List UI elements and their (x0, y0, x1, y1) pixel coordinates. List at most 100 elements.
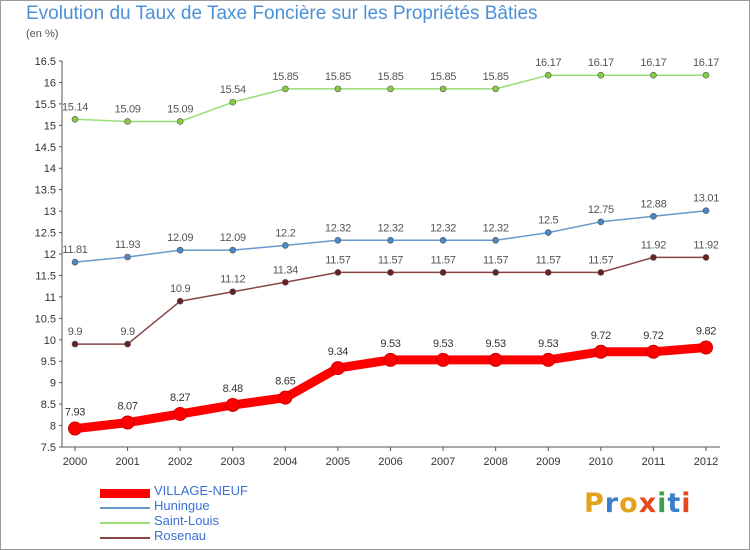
x-tick-label: 2009 (536, 456, 560, 468)
data-label: 15.09 (115, 103, 141, 115)
data-point (124, 118, 131, 125)
legend-swatch (100, 522, 150, 524)
data-label: 8.65 (275, 376, 295, 388)
data-label: 9.72 (643, 330, 663, 342)
data-point (282, 242, 289, 249)
data-point (334, 85, 342, 93)
data-point (176, 297, 184, 305)
data-label: 16.17 (535, 57, 561, 69)
legend-label: VILLAGE-NEUF (154, 483, 248, 498)
logo-letter: o (619, 488, 639, 519)
data-label: 11.57 (325, 254, 350, 266)
data-label: 9.34 (328, 346, 348, 358)
data-point (439, 85, 447, 93)
data-point (124, 340, 131, 348)
data-label: 9.9 (68, 326, 83, 338)
data-label: 12.2 (275, 227, 295, 239)
proxiti-logo: Proxiti (584, 488, 692, 519)
legend-swatch (100, 537, 150, 539)
data-label: 16.17 (693, 57, 719, 69)
data-label: 12.32 (483, 222, 509, 234)
y-tick-label: 10.5 (35, 313, 56, 325)
data-label: 12.5 (538, 215, 558, 227)
chart-title: Evolution du Taux de Taxe Foncière sur l… (26, 3, 538, 24)
data-label: 15.54 (220, 84, 246, 96)
data-point (330, 361, 345, 376)
data-label: 11.81 (62, 244, 87, 256)
data-point (225, 397, 240, 412)
y-tick-label: 11.5 (35, 270, 56, 282)
data-label: 11.12 (220, 274, 245, 286)
data-label: 9.53 (486, 338, 506, 350)
data-label: 15.09 (167, 103, 193, 115)
x-tick-label: 2005 (326, 456, 350, 468)
data-label: 12.09 (167, 232, 193, 244)
y-tick-label: 13.5 (35, 185, 56, 197)
data-point (124, 253, 131, 261)
logo-letter: P (584, 488, 605, 519)
data-point (597, 269, 605, 276)
data-point (492, 236, 499, 244)
data-label: 16.17 (640, 57, 666, 69)
data-point (176, 118, 184, 125)
y-tick-label: 12 (44, 249, 56, 261)
data-point (229, 246, 237, 254)
y-tick-label: 12.5 (35, 228, 56, 240)
data-label: 9.53 (380, 338, 400, 350)
data-point (597, 218, 605, 226)
data-label: 12.09 (220, 232, 246, 244)
data-label: 15.85 (430, 71, 456, 83)
data-point (278, 390, 293, 405)
data-label: 11.57 (430, 254, 455, 266)
data-point (544, 269, 552, 276)
y-tick-label: 8 (50, 421, 56, 433)
legend-label: Huningue (154, 498, 210, 513)
data-label: 8.07 (117, 401, 137, 413)
data-label: 15.85 (325, 71, 351, 83)
x-tick-label: 2008 (483, 456, 507, 468)
y-tick-label: 7.5 (41, 442, 56, 454)
data-label: 9.53 (433, 338, 453, 350)
data-label: 11.57 (378, 254, 403, 266)
data-point (436, 352, 451, 367)
data-label: 11.92 (641, 239, 666, 251)
y-tick-label: 15 (44, 120, 56, 132)
legend-swatch (100, 489, 150, 498)
y-tick-label: 9.5 (41, 356, 56, 368)
data-point (593, 344, 608, 359)
data-point (492, 85, 499, 93)
data-label: 12.88 (640, 198, 666, 210)
y-tick-label: 15.5 (35, 99, 56, 111)
data-label: 15.85 (483, 71, 509, 83)
data-point (68, 421, 82, 436)
data-point (387, 236, 394, 244)
data-point (383, 352, 398, 367)
data-point (387, 85, 394, 93)
x-tick-label: 2001 (115, 456, 139, 468)
data-point (702, 207, 710, 214)
data-point (282, 85, 289, 93)
data-point (439, 269, 447, 276)
data-label: 16.17 (588, 57, 614, 69)
data-point (544, 71, 552, 79)
data-label: 11.57 (588, 254, 613, 266)
chart-subtitle: (en %) (26, 28, 59, 40)
data-point (439, 236, 447, 244)
logo-letter: i (657, 488, 668, 519)
data-point (334, 269, 342, 276)
y-tick-label: 11 (45, 292, 56, 304)
data-label: 10.9 (170, 283, 190, 295)
logo-letter: t (667, 488, 682, 519)
data-label: 9.72 (591, 330, 611, 342)
data-point (71, 258, 79, 266)
data-point (492, 269, 499, 276)
data-label: 9.82 (696, 325, 716, 337)
data-label: 15.85 (272, 71, 298, 83)
data-label: 11.57 (483, 254, 508, 266)
logo-letter: x (638, 488, 658, 519)
data-label: 7.93 (65, 407, 85, 419)
data-point (699, 340, 713, 355)
data-point (229, 288, 237, 296)
data-label: 12.32 (325, 222, 351, 234)
